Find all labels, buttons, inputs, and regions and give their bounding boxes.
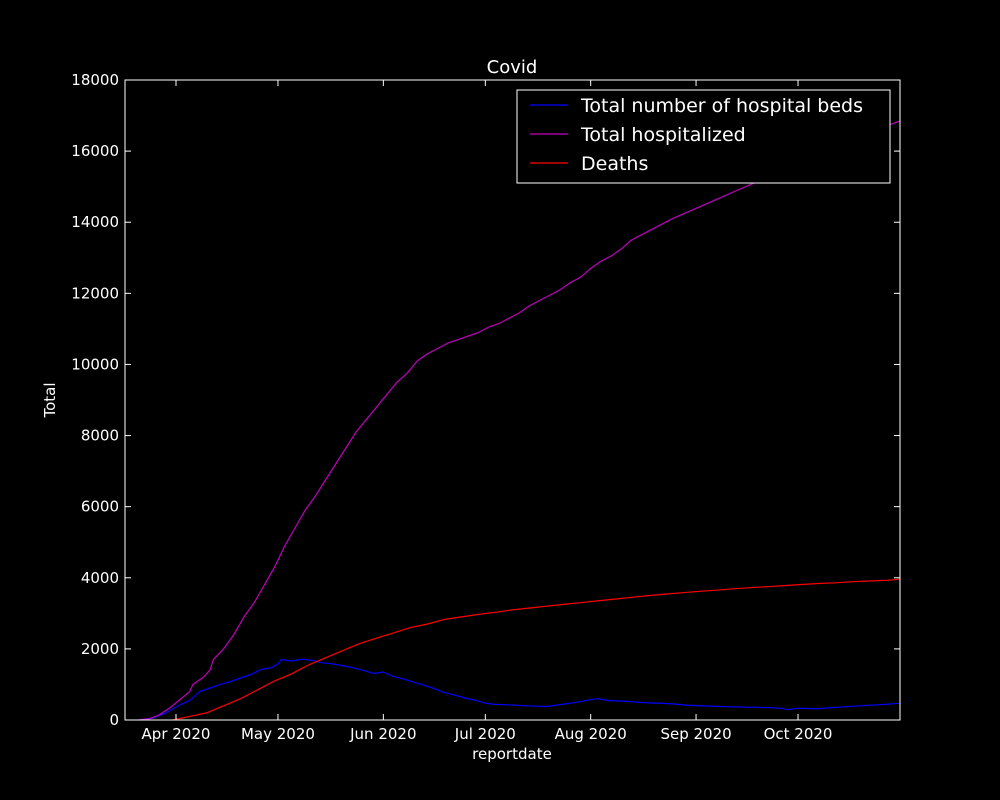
plot-frame xyxy=(124,79,901,721)
y-tick-label: 16000 xyxy=(71,142,119,160)
legend: Total number of hospital beds Total hospi… xyxy=(516,89,891,184)
series-line-2 xyxy=(172,578,901,721)
chart-title: Covid xyxy=(487,57,538,78)
legend-label-1: Total hospitalized xyxy=(580,124,746,146)
y-tick-label: 8000 xyxy=(81,427,119,445)
x-axis-label: reportdate xyxy=(472,745,552,763)
legend-label-0: Total number of hospital beds xyxy=(580,95,863,117)
y-axis: 0 2000 4000 6000 8000 10000 12000 14000 16000 180… xyxy=(71,71,900,729)
x-tick-label: Jul 2020 xyxy=(454,725,516,743)
series-line-1 xyxy=(138,120,901,721)
y-axis-label: Total xyxy=(41,382,59,418)
y-tick-label: 4000 xyxy=(81,569,119,587)
x-tick-label: Jun 2020 xyxy=(349,725,416,743)
legend-label-2: Deaths xyxy=(581,153,648,175)
legend-box xyxy=(516,89,891,184)
y-tick-label: 12000 xyxy=(71,284,119,302)
series-layer xyxy=(138,120,901,721)
x-tick-label: Apr 2020 xyxy=(142,725,211,743)
y-tick-label: 18000 xyxy=(71,71,119,89)
y-tick-label: 0 xyxy=(109,711,119,729)
y-tick-label: 2000 xyxy=(81,640,119,658)
y-tick-label: 10000 xyxy=(71,355,119,373)
x-tick-label: May 2020 xyxy=(241,725,315,743)
x-tick-label: Sep 2020 xyxy=(660,725,731,743)
y-tick-label: 6000 xyxy=(81,498,119,516)
series-line-0 xyxy=(138,658,901,721)
x-tick-label: Oct 2020 xyxy=(764,725,833,743)
x-tick-label: Aug 2020 xyxy=(555,725,627,743)
x-axis: Apr 2020 May 2020 Jun 2020 Jul 2020 Aug 2020… xyxy=(142,80,833,743)
y-tick-label: 14000 xyxy=(71,213,119,231)
